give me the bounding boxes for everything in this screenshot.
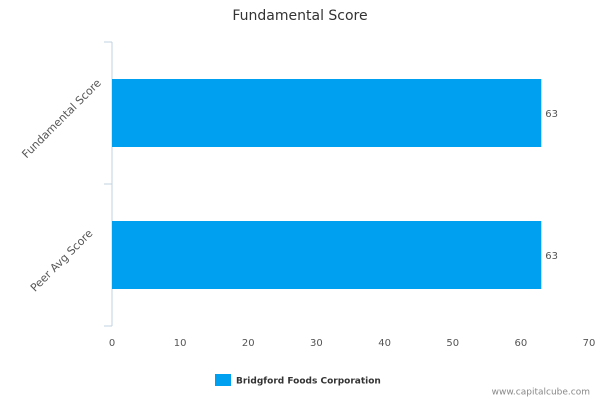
x-tick-label: 50 — [446, 338, 459, 349]
x-tick-label: 20 — [242, 338, 255, 349]
x-tick-label: 60 — [514, 338, 527, 349]
bar — [112, 79, 542, 147]
y-tick-label: Fundamental Score — [19, 76, 103, 160]
legend-label: Bridgford Foods Corporation — [236, 377, 381, 387]
bar — [112, 221, 542, 289]
legend-swatch — [215, 374, 231, 386]
data-label: 63 — [545, 109, 558, 120]
chart-title: Fundamental Score — [232, 8, 367, 24]
data-label: 63 — [545, 251, 558, 262]
x-tick-label: 0 — [109, 338, 115, 349]
x-tick-label: 30 — [310, 338, 323, 349]
x-tick-label: 10 — [174, 338, 187, 349]
x-tick-label: 70 — [583, 338, 596, 349]
x-tick-label: 40 — [378, 338, 391, 349]
watermark: www.capitalcube.com — [492, 388, 590, 398]
y-tick-label: Peer Avg Score — [28, 227, 96, 295]
